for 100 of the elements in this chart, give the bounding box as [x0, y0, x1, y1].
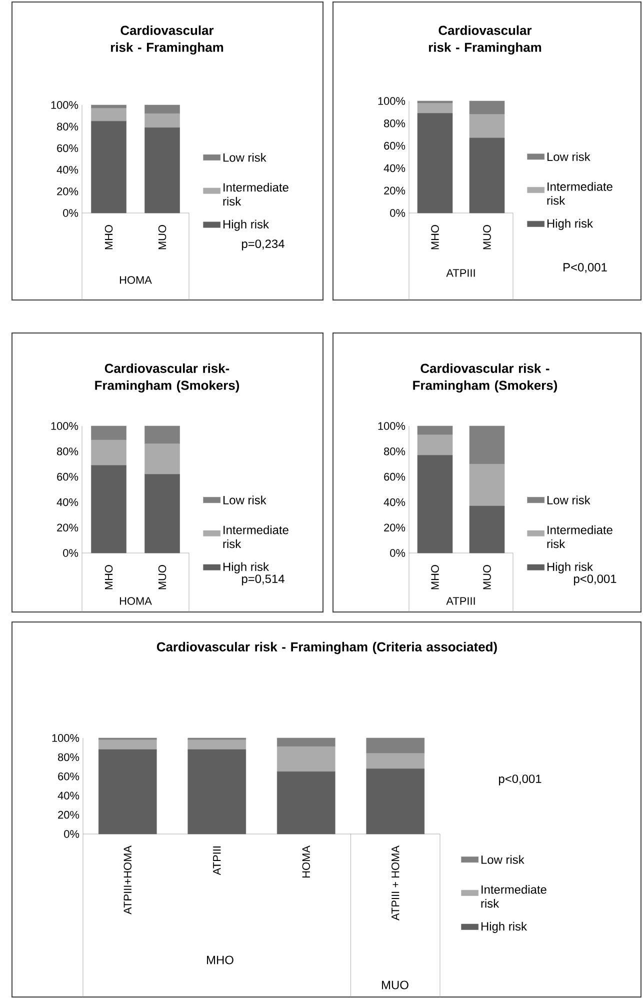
y-tick-label: 0%: [390, 209, 406, 217]
bar: [417, 103, 453, 114]
text: p=0,514: [242, 574, 284, 586]
bar: [276, 738, 336, 747]
bar: [417, 434, 453, 456]
legend-label: Intermediate risk: [223, 182, 288, 206]
y-tick-label: 20%: [57, 188, 78, 196]
bar: [366, 738, 425, 754]
x-tick-label: MHO: [104, 225, 113, 250]
y-tick-label: 80%: [58, 753, 80, 762]
bar: [144, 104, 180, 114]
legend-label: High risk: [223, 220, 269, 231]
legend-label: High risk: [547, 218, 593, 230]
chart-title: Cardiovascular risk- Framingham (Smokers): [95, 363, 240, 393]
x-tick-label: MUO: [158, 225, 166, 250]
x-tick-label: MUO: [483, 565, 491, 590]
bar: [91, 104, 126, 108]
y-tick-label: 80%: [57, 448, 78, 456]
x-tick-label: ATPIII: [213, 846, 221, 876]
y-tick-label: 0%: [390, 549, 406, 557]
y-tick-label: 0%: [63, 209, 78, 217]
text: p<0,001: [498, 774, 542, 786]
legend-label: Intermediate risk: [547, 525, 612, 548]
bar: [469, 100, 505, 115]
legend-label: Intermediate risk: [481, 885, 546, 908]
text: p=0,234: [242, 240, 284, 250]
y-tick-label: 60%: [58, 772, 80, 780]
bar: [91, 465, 126, 554]
bar: [469, 114, 505, 138]
bar: [469, 506, 505, 554]
y-tick-label: 60%: [57, 472, 78, 481]
y-tick-label: 60%: [384, 142, 406, 150]
x-tick-label: MUO: [483, 225, 491, 250]
legend-label: Low risk: [481, 855, 524, 864]
y-tick-label: 0%: [64, 830, 80, 838]
bar: [417, 113, 453, 214]
bar: [366, 768, 425, 834]
x-tick-label: MHO: [431, 225, 439, 250]
bar: [417, 426, 453, 436]
bar: [144, 113, 180, 128]
x-tick-label: MUO: [158, 565, 166, 590]
bar: [144, 128, 180, 214]
y-tick-label: 60%: [384, 472, 406, 481]
x-axis-title: HOMA: [120, 597, 152, 605]
x-tick-label: ATPIII+HOMA: [124, 846, 132, 914]
text: MHO: [207, 956, 234, 964]
legend-label: Low risk: [223, 153, 266, 162]
y-tick-label: 20%: [384, 186, 406, 194]
chart-title: Cardiovascular risk - Framingham (Criteria associated): [156, 642, 497, 654]
bar: [144, 426, 180, 444]
bar: [91, 108, 126, 122]
y-tick-label: 0%: [63, 549, 78, 557]
text: P<0,001: [564, 263, 607, 273]
y-tick-label: 20%: [384, 524, 406, 532]
bar: [98, 749, 157, 834]
bar: [417, 100, 453, 104]
y-tick-label: 80%: [384, 448, 406, 456]
y-tick-label: 40%: [384, 498, 406, 506]
bar: [276, 746, 336, 772]
x-axis-title: HOMA: [120, 276, 152, 284]
y-tick-label: 80%: [384, 120, 406, 128]
x-tick-label: MHO: [104, 565, 113, 590]
y-tick-label: 100%: [52, 734, 80, 742]
y-tick-label: 100%: [51, 101, 78, 109]
bar: [98, 740, 157, 750]
legend-label: Low risk: [547, 496, 590, 504]
bar: [91, 440, 126, 466]
legend-label: High risk: [481, 922, 527, 933]
x-axis-title: ATPIII: [446, 269, 475, 277]
bar: [144, 444, 180, 474]
y-tick-label: 40%: [384, 164, 406, 172]
legend-label: High risk: [547, 562, 593, 574]
y-tick-label: 20%: [57, 524, 78, 532]
legend-label: Low risk: [223, 496, 266, 504]
bar: [91, 426, 126, 440]
bar: [469, 426, 505, 464]
legend-label: Intermediate risk: [223, 525, 288, 548]
y-tick-label: 40%: [56, 166, 78, 174]
y-tick-label: 100%: [378, 422, 406, 430]
y-tick-label: 60%: [57, 144, 78, 152]
chart-title: Cardiovascular risk - Framingham: [429, 25, 542, 55]
legend-label: Intermediate risk: [547, 182, 612, 205]
bar: [188, 740, 246, 750]
y-tick-label: 40%: [58, 792, 80, 800]
y-tick-label: 80%: [57, 122, 78, 130]
bar: [469, 464, 505, 506]
y-tick-label: 100%: [378, 97, 406, 105]
y-tick-label: 100%: [51, 422, 78, 430]
x-tick-label: MHO: [431, 565, 439, 590]
bar: [188, 749, 246, 834]
legend-label: High risk: [223, 562, 269, 574]
x-tick-label: ATPIII + HOMA: [392, 846, 400, 920]
chart-title: Cardiovascular risk - Framingham (Smokers): [413, 363, 558, 393]
bar: [144, 474, 180, 554]
bar: [91, 121, 126, 214]
bar: [469, 138, 505, 214]
legend-label: Low risk: [547, 152, 590, 161]
x-tick-label: HOMA: [302, 846, 310, 878]
y-tick-label: 20%: [58, 810, 80, 819]
bar: [366, 753, 425, 769]
